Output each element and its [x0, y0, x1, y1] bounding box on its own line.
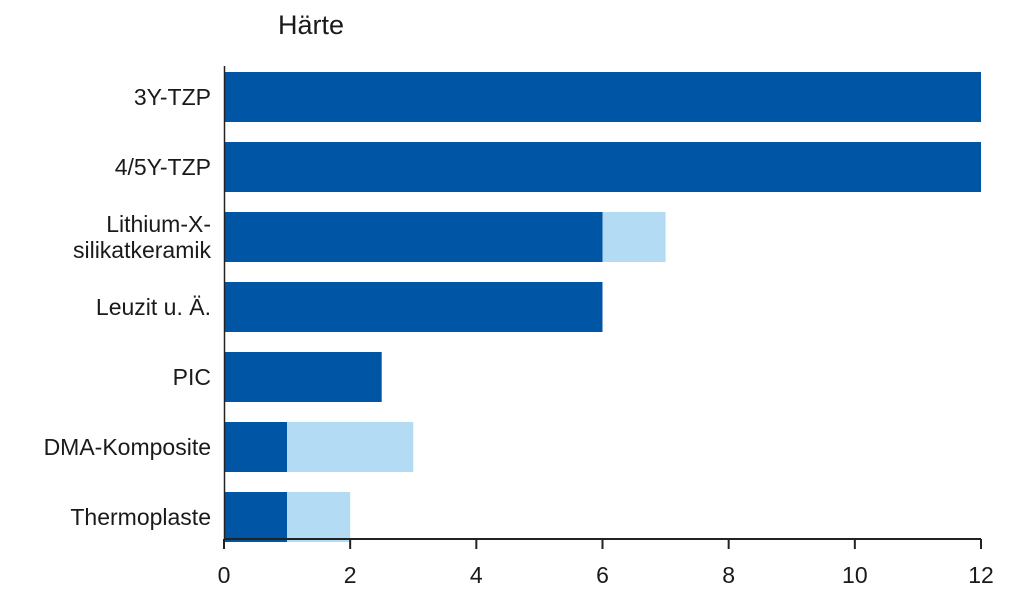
- x-tick-label: 4: [470, 562, 483, 588]
- bar-secondary-5: [287, 422, 414, 472]
- bar-primary-1: [224, 142, 981, 192]
- x-tick-label: 12: [968, 562, 994, 588]
- bar-primary-6: [224, 492, 288, 542]
- x-tick-label: 6: [596, 562, 609, 588]
- bar-primary-3: [224, 282, 603, 332]
- x-tick-label: 10: [842, 562, 868, 588]
- x-tick-label: 0: [218, 562, 231, 588]
- category-label: Leuzit u. Ä.: [96, 294, 211, 320]
- bar-secondary-2: [602, 212, 666, 262]
- bar-primary-4: [224, 352, 382, 402]
- category-label: DMA-Komposite: [44, 434, 211, 460]
- category-label: Thermoplaste: [70, 504, 211, 530]
- bar-primary-2: [224, 212, 603, 262]
- bars-group: [224, 72, 981, 542]
- x-axis-ticks: 0 2 4 6 8 10 12: [218, 539, 994, 588]
- x-tick-label: 8: [722, 562, 735, 588]
- category-label: 3Y-TZP: [134, 84, 211, 110]
- bar-primary-0: [224, 72, 981, 122]
- chart-title: Härte: [278, 10, 344, 40]
- category-label: Lithium-X-silikatkeramik: [73, 211, 212, 263]
- bar-primary-5: [224, 422, 288, 472]
- category-label: PIC: [173, 364, 211, 390]
- bar-secondary-6: [287, 492, 351, 542]
- x-tick-label: 2: [344, 562, 357, 588]
- category-labels: 3Y-TZP 4/5Y-TZP Lithium-X-silikatkeramik Le…: [44, 84, 212, 530]
- category-label: 4/5Y-TZP: [115, 154, 211, 180]
